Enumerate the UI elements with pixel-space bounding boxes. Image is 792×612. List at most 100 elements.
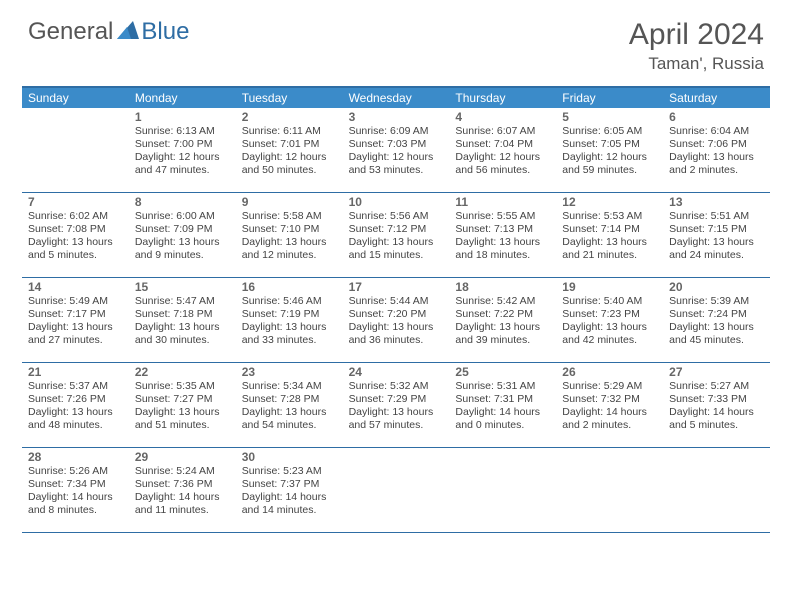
title-block: April 2024 Taman', Russia — [629, 18, 764, 74]
day-info-line: Sunset: 7:08 PM — [28, 223, 123, 236]
day-info-line: Sunrise: 5:42 AM — [455, 295, 550, 308]
day-info-line: Sunrise: 6:05 AM — [562, 125, 657, 138]
day-cell: 21Sunrise: 5:37 AMSunset: 7:26 PMDayligh… — [22, 363, 129, 447]
day-info-line: Sunrise: 5:49 AM — [28, 295, 123, 308]
day-info-line: and 45 minutes. — [669, 334, 764, 347]
day-number: 23 — [242, 365, 337, 379]
day-number: 22 — [135, 365, 230, 379]
day-info-line: Sunrise: 5:46 AM — [242, 295, 337, 308]
day-info-line: Sunset: 7:37 PM — [242, 478, 337, 491]
day-info-line: Daylight: 12 hours — [242, 151, 337, 164]
day-number: 8 — [135, 195, 230, 209]
day-info-line: and 50 minutes. — [242, 164, 337, 177]
day-cell — [449, 448, 556, 532]
day-info-line: Sunrise: 5:29 AM — [562, 380, 657, 393]
day-info-line: Sunrise: 5:31 AM — [455, 380, 550, 393]
day-number: 17 — [349, 280, 444, 294]
day-info-line: Daylight: 14 hours — [669, 406, 764, 419]
day-cell: 11Sunrise: 5:55 AMSunset: 7:13 PMDayligh… — [449, 193, 556, 277]
header: General Blue April 2024 Taman', Russia — [0, 0, 792, 80]
day-cell: 14Sunrise: 5:49 AMSunset: 7:17 PMDayligh… — [22, 278, 129, 362]
day-info-line: Sunset: 7:03 PM — [349, 138, 444, 151]
day-info-line: Sunrise: 5:32 AM — [349, 380, 444, 393]
day-cell — [556, 448, 663, 532]
day-number: 9 — [242, 195, 337, 209]
day-info-line: Daylight: 13 hours — [242, 406, 337, 419]
day-number: 18 — [455, 280, 550, 294]
day-info-line: Sunrise: 6:07 AM — [455, 125, 550, 138]
day-info-line: and 21 minutes. — [562, 249, 657, 262]
day-info-line: Daylight: 12 hours — [562, 151, 657, 164]
logo-text-blue: Blue — [141, 18, 189, 46]
day-info-line: Sunset: 7:33 PM — [669, 393, 764, 406]
day-info-line: Sunrise: 6:13 AM — [135, 125, 230, 138]
day-info-line: Daylight: 13 hours — [242, 236, 337, 249]
day-info-line: and 30 minutes. — [135, 334, 230, 347]
day-number: 7 — [28, 195, 123, 209]
day-info-line: Sunrise: 5:39 AM — [669, 295, 764, 308]
day-number: 24 — [349, 365, 444, 379]
day-info-line: Daylight: 13 hours — [455, 321, 550, 334]
day-info-line: and 33 minutes. — [242, 334, 337, 347]
day-cell: 19Sunrise: 5:40 AMSunset: 7:23 PMDayligh… — [556, 278, 663, 362]
day-info-line: Daylight: 12 hours — [349, 151, 444, 164]
day-info-line: Sunrise: 6:00 AM — [135, 210, 230, 223]
day-info-line: Sunset: 7:36 PM — [135, 478, 230, 491]
day-info-line: Sunset: 7:24 PM — [669, 308, 764, 321]
day-info-line: Daylight: 12 hours — [455, 151, 550, 164]
weekday-header: Friday — [556, 88, 663, 108]
day-cell: 27Sunrise: 5:27 AMSunset: 7:33 PMDayligh… — [663, 363, 770, 447]
day-info-line: Sunset: 7:22 PM — [455, 308, 550, 321]
weekday-header: Monday — [129, 88, 236, 108]
logo-triangle-icon — [117, 21, 139, 44]
day-cell: 10Sunrise: 5:56 AMSunset: 7:12 PMDayligh… — [343, 193, 450, 277]
day-info-line: Sunset: 7:26 PM — [28, 393, 123, 406]
day-info-line: Sunrise: 6:09 AM — [349, 125, 444, 138]
day-info-line: Sunset: 7:28 PM — [242, 393, 337, 406]
day-info-line: and 51 minutes. — [135, 419, 230, 432]
day-cell: 6Sunrise: 6:04 AMSunset: 7:06 PMDaylight… — [663, 108, 770, 192]
day-cell: 7Sunrise: 6:02 AMSunset: 7:08 PMDaylight… — [22, 193, 129, 277]
day-cell: 20Sunrise: 5:39 AMSunset: 7:24 PMDayligh… — [663, 278, 770, 362]
day-info-line: and 53 minutes. — [349, 164, 444, 177]
day-number: 6 — [669, 110, 764, 124]
day-info-line: Daylight: 13 hours — [669, 321, 764, 334]
day-cell: 5Sunrise: 6:05 AMSunset: 7:05 PMDaylight… — [556, 108, 663, 192]
day-info-line: Sunrise: 5:53 AM — [562, 210, 657, 223]
day-info-line: Sunrise: 5:23 AM — [242, 465, 337, 478]
day-info-line: and 2 minutes. — [562, 419, 657, 432]
weekday-header: Sunday — [22, 88, 129, 108]
day-info-line: Daylight: 13 hours — [349, 406, 444, 419]
day-info-line: Daylight: 13 hours — [669, 236, 764, 249]
day-info-line: Sunrise: 5:40 AM — [562, 295, 657, 308]
day-number: 1 — [135, 110, 230, 124]
day-info-line: and 54 minutes. — [242, 419, 337, 432]
day-info-line: Daylight: 14 hours — [562, 406, 657, 419]
day-info-line: Daylight: 13 hours — [135, 321, 230, 334]
logo-text-general: General — [28, 18, 113, 46]
day-info-line: Sunrise: 5:58 AM — [242, 210, 337, 223]
day-info-line: and 56 minutes. — [455, 164, 550, 177]
day-info-line: Daylight: 13 hours — [669, 151, 764, 164]
day-info-line: Daylight: 13 hours — [349, 321, 444, 334]
week-row: 28Sunrise: 5:26 AMSunset: 7:34 PMDayligh… — [22, 448, 770, 533]
day-number: 25 — [455, 365, 550, 379]
day-info-line: and 12 minutes. — [242, 249, 337, 262]
day-info-line: Sunrise: 5:47 AM — [135, 295, 230, 308]
day-cell: 16Sunrise: 5:46 AMSunset: 7:19 PMDayligh… — [236, 278, 343, 362]
day-number: 29 — [135, 450, 230, 464]
day-info-line: Sunset: 7:29 PM — [349, 393, 444, 406]
day-info-line: Sunset: 7:04 PM — [455, 138, 550, 151]
day-info-line: Sunrise: 5:26 AM — [28, 465, 123, 478]
day-info-line: Sunrise: 5:37 AM — [28, 380, 123, 393]
day-cell: 2Sunrise: 6:11 AMSunset: 7:01 PMDaylight… — [236, 108, 343, 192]
day-info-line: Sunrise: 5:35 AM — [135, 380, 230, 393]
day-number: 26 — [562, 365, 657, 379]
day-info-line: Sunset: 7:13 PM — [455, 223, 550, 236]
day-info-line: Sunset: 7:31 PM — [455, 393, 550, 406]
day-info-line: and 47 minutes. — [135, 164, 230, 177]
day-cell: 18Sunrise: 5:42 AMSunset: 7:22 PMDayligh… — [449, 278, 556, 362]
day-cell: 23Sunrise: 5:34 AMSunset: 7:28 PMDayligh… — [236, 363, 343, 447]
day-number: 30 — [242, 450, 337, 464]
day-info-line: Sunset: 7:12 PM — [349, 223, 444, 236]
